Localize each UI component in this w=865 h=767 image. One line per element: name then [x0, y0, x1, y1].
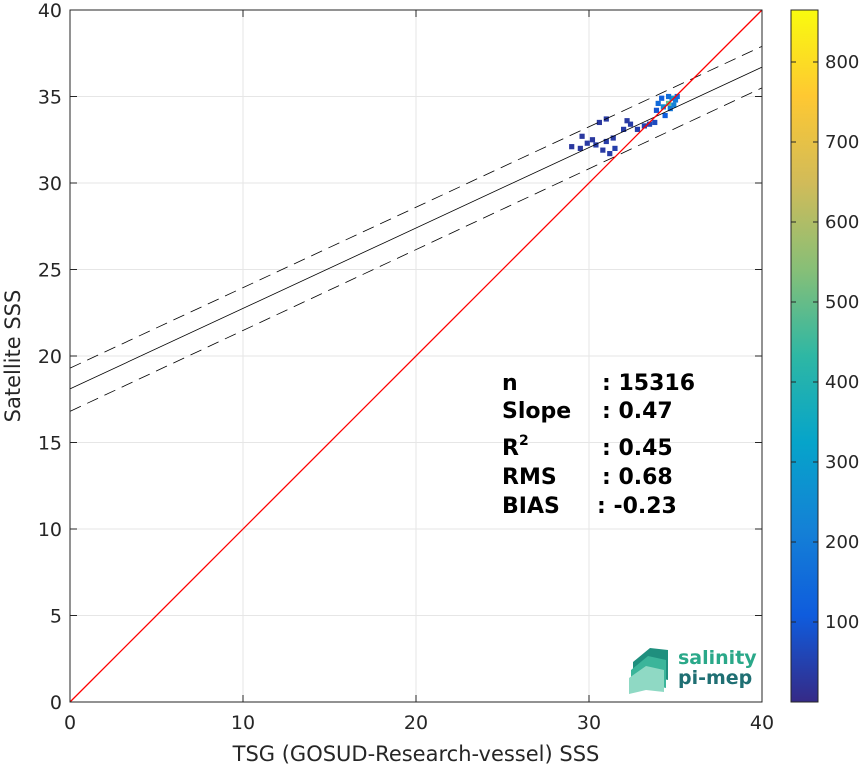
density-cell [652, 119, 658, 126]
y-tick-label: 10 [38, 519, 62, 541]
density-cell [584, 140, 590, 146]
stat-n-value: : 15316 [602, 371, 695, 396]
colorbar-tick-label: 200 [825, 532, 859, 553]
y-tick-label: 25 [38, 260, 62, 282]
colorbar-tick-label: 300 [825, 452, 859, 473]
x-tick-label: 20 [404, 712, 428, 734]
fit-line [69, 66, 763, 390]
stat-slope-value: : 0.47 [602, 399, 673, 424]
density-cell [603, 138, 609, 145]
density-cell [579, 133, 585, 139]
stat-slope-label: Slope [502, 399, 571, 424]
colorbar-tick-label: 500 [825, 292, 859, 313]
colorbar-tick-label: 100 [825, 612, 859, 633]
density-cell [607, 150, 613, 157]
colorbar [790, 9, 819, 703]
density-cell [577, 145, 583, 151]
x-axis-ticks: 0 10 20 30 40 [64, 10, 774, 734]
stat-r2-label: R2 [502, 433, 529, 461]
y-axis-label: Satellite SSS [1, 290, 25, 423]
x-tick-label: 10 [231, 712, 255, 734]
x-tick-label: 30 [577, 712, 601, 734]
density-cell [569, 144, 575, 150]
stat-rms-label: RMS [502, 465, 557, 490]
density-cell [641, 123, 647, 129]
stat-bias-value: : -0.23 [597, 494, 677, 519]
regression-lines [69, 9, 763, 703]
density-cell [669, 95, 675, 101]
colorbar-tick-label: 400 [825, 372, 859, 393]
logo-line1: salinity [678, 647, 757, 669]
logo-wave-3 [629, 666, 664, 694]
y-tick-label: 40 [38, 0, 62, 22]
y-tick-label: 20 [38, 346, 62, 368]
density-cell [674, 93, 680, 100]
colorbar-tick-label: 800 [825, 52, 859, 73]
colorbar-tick-label: 600 [825, 212, 859, 233]
density-cell [634, 126, 641, 132]
stat-bias-label: BIAS [502, 494, 560, 519]
lower-band-line [69, 87, 763, 412]
density-cell [662, 112, 668, 119]
density-cell [672, 97, 679, 103]
density-cell [660, 104, 666, 110]
stat-r2-sup: 2 [519, 433, 529, 449]
x-axis-label: TSG (GOSUD-Research-vessel) SSS [232, 742, 600, 766]
density-cell [621, 126, 627, 132]
density-cell [589, 137, 596, 143]
density-cell [600, 147, 606, 153]
x-tick-label: 40 [750, 712, 774, 734]
density-cell [653, 107, 660, 113]
density-cell [612, 145, 618, 151]
density-cell [627, 121, 634, 127]
density-cell [667, 106, 673, 112]
stats-box: n : 15316 Slope : 0.47 R2 : 0.45 RMS : 0… [502, 371, 695, 519]
identity-line [69, 9, 763, 703]
density-cell [659, 95, 665, 101]
stat-n-label: n [502, 371, 518, 396]
colorbar-tick-label: 700 [825, 132, 859, 153]
density-cell [646, 121, 653, 127]
y-tick-label: 35 [38, 87, 62, 109]
density-cell [655, 100, 661, 107]
y-tick-label: 15 [38, 433, 62, 455]
y-axis-ticks: 0 5 10 15 20 25 30 35 40 [38, 0, 762, 714]
upper-band-line [69, 45, 763, 369]
y-tick-label: 5 [50, 606, 62, 628]
y-tick-label: 0 [50, 692, 62, 714]
density-cell [665, 93, 672, 100]
stat-rms-value: : 0.68 [602, 465, 673, 490]
stat-r2-base: R [502, 436, 519, 461]
density-cell [671, 102, 677, 108]
colorbar-ticks: 100 200 300 400 500 600 700 800 [791, 52, 859, 633]
density-cell [596, 119, 602, 126]
salinity-pi-mep-logo: salinity pi-mep [629, 647, 757, 694]
density-cell [624, 118, 630, 124]
density-cell [593, 142, 599, 148]
y-tick-label: 30 [38, 173, 62, 195]
density-cell [610, 135, 616, 141]
x-tick-label: 0 [64, 712, 76, 734]
logo-line2: pi-mep [678, 667, 752, 689]
stat-r2-value: : 0.45 [602, 436, 673, 461]
